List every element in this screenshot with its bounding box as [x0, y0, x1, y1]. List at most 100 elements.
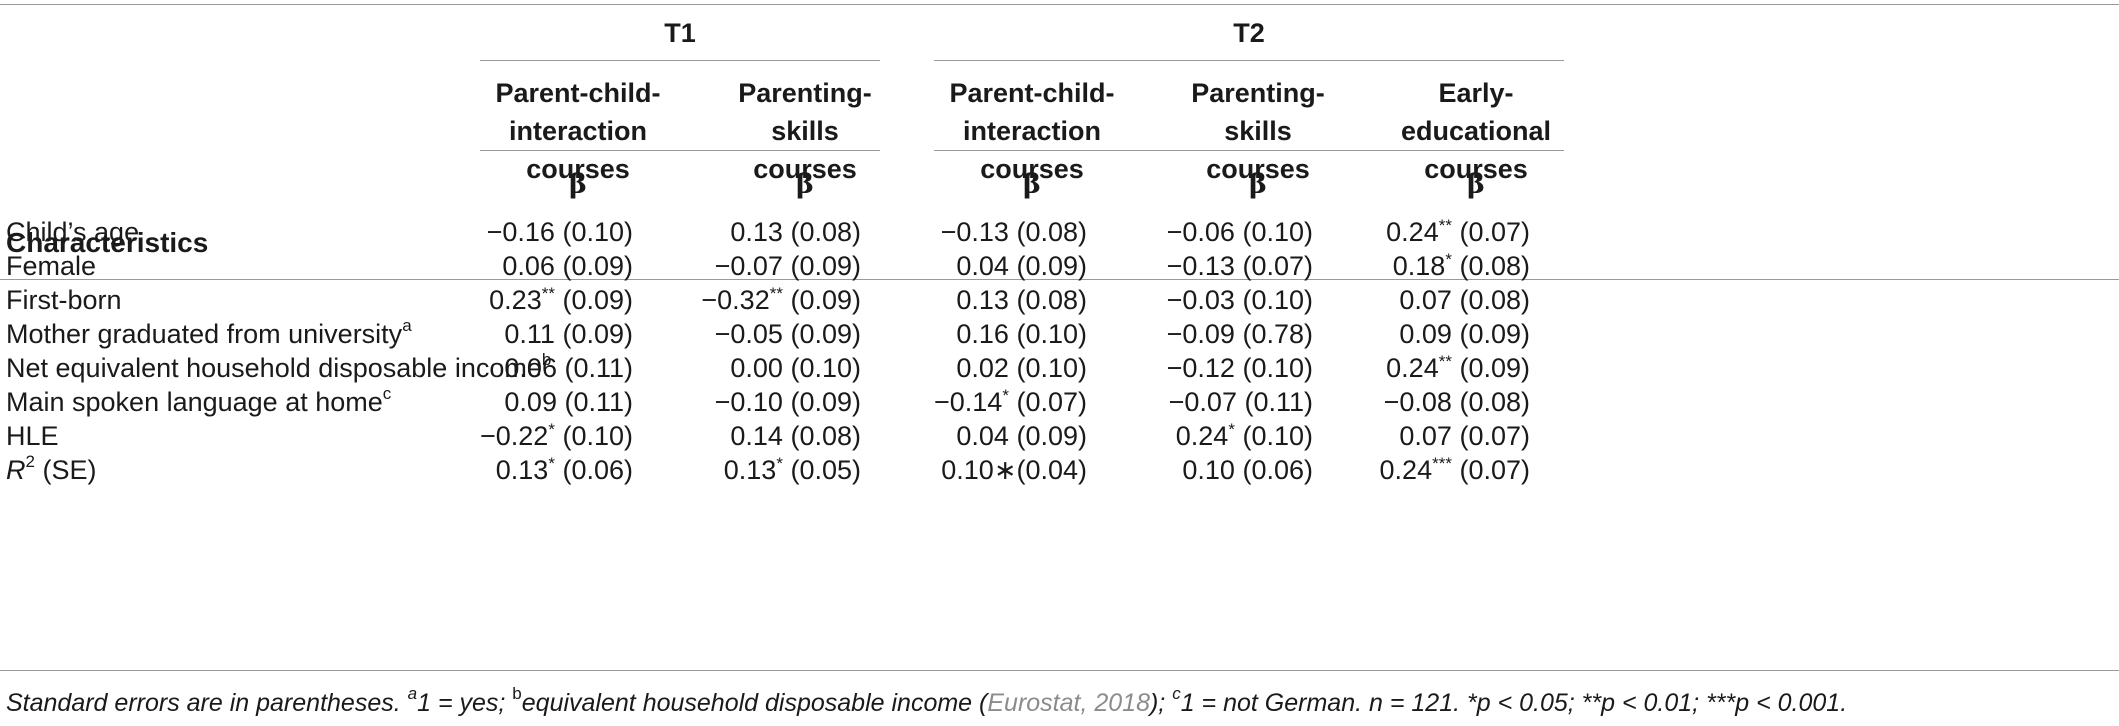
- table-cell: 0.02 (0.10): [956, 353, 1087, 384]
- standard-error-value: (0.09): [1451, 353, 1530, 383]
- standard-error-value: (0.09): [554, 251, 633, 281]
- standard-error-value: (0.78): [1234, 319, 1313, 349]
- coefficient-value: 0.06: [504, 353, 557, 383]
- column-header-line: Parenting-skills: [1191, 78, 1325, 146]
- row-label-text: Mother graduated from university: [6, 319, 403, 349]
- standard-error-value: (0.10): [1008, 319, 1087, 349]
- coefficient-value: 0.11: [504, 319, 555, 349]
- coefficient-value: 0.13: [723, 455, 777, 485]
- coefficient-value: 0.24: [1386, 217, 1439, 247]
- row-label-text: First-born: [6, 285, 122, 315]
- standard-error-value: (0.08): [1008, 285, 1087, 315]
- coefficient-value: 0.23: [489, 285, 542, 315]
- significance-stars: **: [1438, 216, 1452, 235]
- coefficient-value: 0.10∗: [941, 455, 1017, 485]
- table-cell: 0.13 (0.08): [956, 285, 1087, 316]
- row-label-text: HLE: [6, 421, 59, 451]
- table-cell: −0.22* (0.10): [480, 421, 633, 452]
- standard-error-value: (0.09): [782, 285, 861, 315]
- standard-error-value: (0.10): [782, 353, 861, 383]
- table-cell: 0.10 (0.06): [1182, 455, 1313, 486]
- beta-symbol: β: [569, 169, 587, 200]
- significance-stars: **: [1438, 352, 1452, 371]
- standard-error-value: (0.10): [554, 421, 633, 451]
- citation-link[interactable]: Eurostat, 2018: [987, 689, 1150, 717]
- table-cell: 0.24** (0.07): [1386, 217, 1530, 248]
- table-cell: −0.10 (0.09): [715, 387, 861, 418]
- coefficient-value: −0.10: [714, 387, 783, 417]
- column-header-line: courses: [753, 154, 857, 184]
- row-label-footnote-marker: b: [541, 350, 552, 369]
- table-cell: 0.06 (0.09): [502, 251, 633, 282]
- table-cell: 0.23** (0.09): [489, 285, 633, 316]
- row-label: Mother graduated from universitya: [6, 316, 412, 350]
- footnote-text: Standard errors are in parentheses.: [6, 689, 408, 717]
- row-label-text: Net equivalent household disposable inco…: [6, 353, 542, 383]
- coefficient-value: 0.10: [1182, 455, 1235, 485]
- standard-error-value: (0.10): [1234, 285, 1313, 315]
- standard-error-value: (0.06): [554, 455, 633, 485]
- coefficient-value: −0.07: [1168, 387, 1237, 417]
- table-cell: −0.07 (0.11): [1169, 387, 1313, 418]
- group-header-t1: T1: [664, 18, 696, 48]
- standard-error-value: (0.10): [1008, 353, 1087, 383]
- column-header-line: Parenting-skills: [738, 78, 872, 146]
- row-label-footnote-marker: a: [402, 316, 412, 335]
- significance-stars: *: [776, 454, 783, 473]
- coefficient-value: −0.12: [1166, 353, 1235, 383]
- table-cell: −0.13 (0.07): [1167, 251, 1313, 282]
- column-header-t1-parent-child: Parent-child- interaction courses: [480, 74, 676, 188]
- standard-error-value: (0.09): [1008, 251, 1087, 281]
- standard-error-value: (0.08): [782, 421, 861, 451]
- row-label: Main spoken language at homec: [6, 384, 392, 418]
- table-cell: 0.11 (0.09): [504, 319, 633, 350]
- table-cell: 0.18* (0.08): [1393, 251, 1530, 282]
- column-header-line: Parent-child-: [495, 78, 661, 108]
- row-label-r-squared: R2 (SE): [6, 453, 97, 486]
- row-label: Child’s age: [6, 217, 139, 248]
- coefficient-value: 0.24: [1379, 455, 1433, 485]
- footnote-text: equivalent household disposable income (: [521, 689, 988, 717]
- coefficient-value: −0.22: [480, 421, 549, 451]
- column-header-line: interaction courses: [508, 116, 648, 184]
- standard-error-value: (0.07): [1451, 217, 1530, 247]
- table-cell: −0.06 (0.10): [1167, 217, 1313, 248]
- table-cell: −0.09 (0.78): [1167, 319, 1313, 350]
- table-cell: 0.16 (0.10): [956, 319, 1087, 350]
- column-header-line: Early-educational: [1400, 78, 1552, 146]
- standard-error-value: (0.09): [554, 285, 633, 315]
- characteristics-header: Characteristics: [6, 227, 209, 258]
- r-symbol: R: [6, 455, 26, 485]
- coefficient-value: 0.16: [956, 319, 1009, 349]
- column-header-t1-parenting-skills: Parenting-skills courses: [710, 74, 900, 188]
- column-header-line: courses: [1206, 154, 1310, 184]
- row-label-text: Main spoken language at home: [6, 387, 383, 417]
- footnote-marker: c: [1172, 684, 1181, 703]
- standard-error-value: (0.11): [1236, 387, 1313, 417]
- standard-error-value: (0.10): [1234, 217, 1313, 247]
- row-label-text: (SE): [34, 455, 97, 485]
- footnote-text: );: [1149, 689, 1173, 717]
- standard-error-value: (0.07): [1451, 455, 1530, 485]
- column-header-t2-parenting-skills: Parenting-skills courses: [1160, 74, 1356, 188]
- table-cell: 0.24** (0.09): [1386, 353, 1530, 384]
- coefficient-value: 0.09: [1399, 319, 1452, 349]
- significance-stars: ***: [1432, 454, 1452, 473]
- column-header-line: interaction courses: [962, 116, 1102, 184]
- table-cell: 0.04 (0.09): [956, 421, 1087, 452]
- significance-stars: *: [548, 420, 555, 439]
- standard-error-value: (0.08): [1451, 251, 1530, 281]
- table-cell: 0.09 (0.11): [504, 387, 633, 418]
- table-cell: −0.07 (0.09): [715, 251, 861, 282]
- standard-error-value: (0.06): [1234, 455, 1313, 485]
- standard-error-value: (0.08): [1451, 387, 1530, 417]
- coefficient-value: 0.13: [956, 285, 1009, 315]
- coefficient-value: 0.18: [1392, 251, 1446, 281]
- row-label: Female: [6, 251, 96, 282]
- table-footnote: Standard errors are in parentheses. a1 =…: [6, 685, 1847, 718]
- coefficient-value: −0.13: [940, 217, 1009, 247]
- table-cell: −0.03 (0.10): [1167, 285, 1313, 316]
- row-label-footnote-marker: c: [382, 384, 392, 403]
- group-rule-t2: [934, 60, 1564, 61]
- coefficient-value: 0.00: [730, 353, 783, 383]
